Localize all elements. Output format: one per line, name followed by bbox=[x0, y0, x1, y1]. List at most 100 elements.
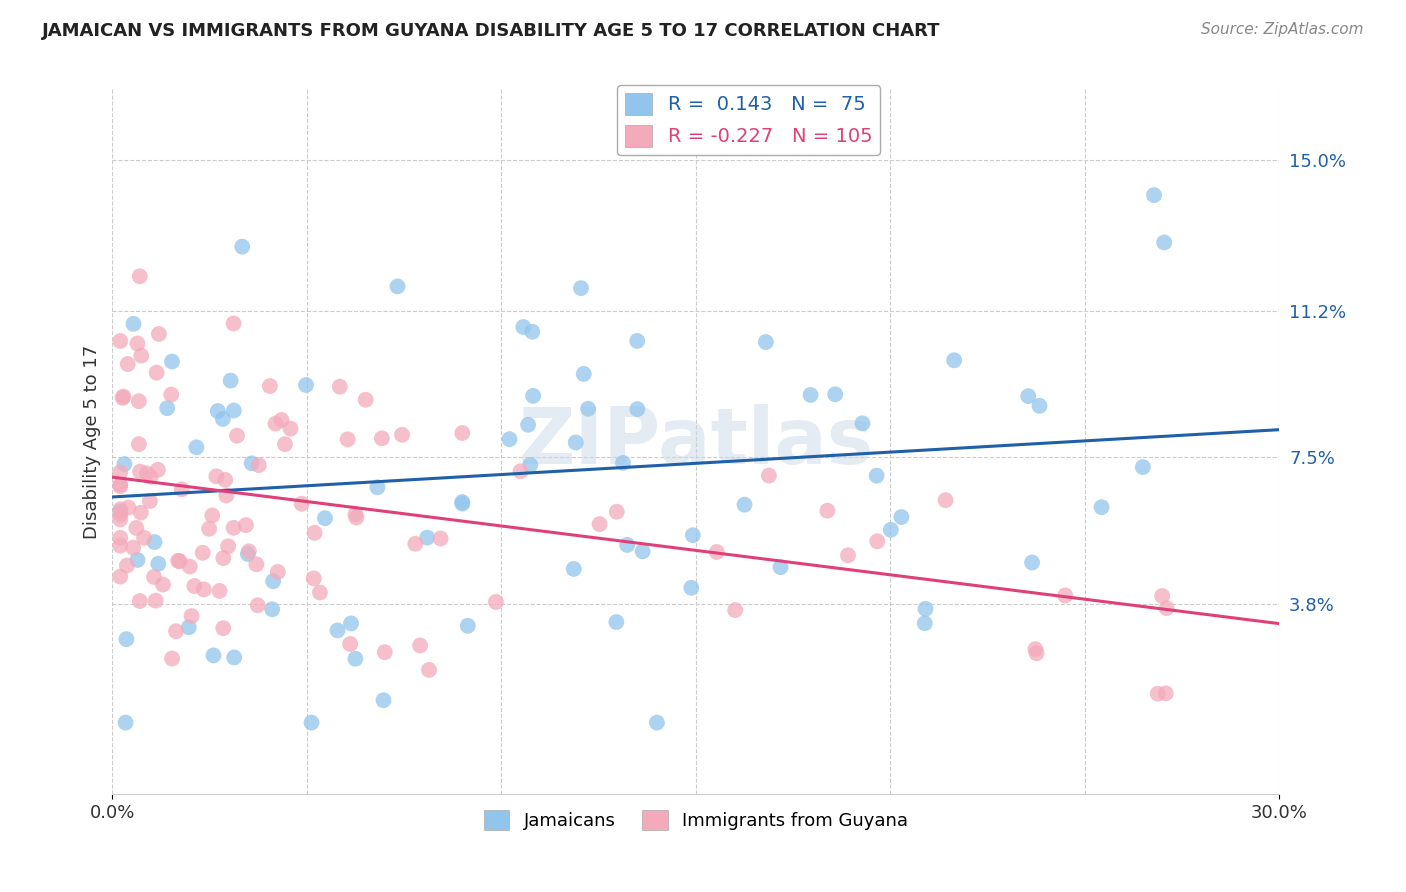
Point bbox=[519, 458, 541, 472]
Point bbox=[111, 391, 134, 405]
Point bbox=[217, 539, 239, 553]
Point bbox=[890, 510, 912, 524]
Point bbox=[626, 334, 648, 348]
Point bbox=[219, 374, 242, 388]
Point bbox=[758, 468, 780, 483]
Point bbox=[409, 639, 432, 653]
Point bbox=[202, 648, 225, 663]
Point bbox=[329, 380, 352, 394]
Point bbox=[645, 715, 668, 730]
Point bbox=[512, 320, 534, 334]
Point bbox=[387, 279, 409, 293]
Point bbox=[354, 392, 377, 407]
Point bbox=[302, 571, 325, 585]
Point bbox=[139, 494, 162, 508]
Point bbox=[755, 334, 778, 349]
Point bbox=[238, 544, 260, 558]
Point bbox=[404, 537, 426, 551]
Point bbox=[799, 388, 821, 402]
Point bbox=[112, 457, 135, 471]
Point bbox=[616, 538, 638, 552]
Point bbox=[267, 565, 290, 579]
Point bbox=[114, 715, 136, 730]
Point bbox=[186, 440, 208, 454]
Point bbox=[344, 652, 367, 666]
Point bbox=[212, 621, 235, 635]
Point bbox=[1154, 686, 1177, 700]
Text: ZIPatlas: ZIPatlas bbox=[519, 403, 873, 480]
Point bbox=[110, 512, 132, 526]
Point bbox=[222, 317, 245, 331]
Point bbox=[824, 387, 846, 401]
Point bbox=[344, 507, 367, 521]
Point bbox=[274, 437, 297, 451]
Point bbox=[226, 428, 249, 442]
Point bbox=[129, 349, 152, 363]
Point bbox=[110, 508, 132, 522]
Point bbox=[198, 522, 221, 536]
Point bbox=[366, 480, 388, 494]
Point bbox=[517, 417, 540, 432]
Point bbox=[128, 394, 150, 409]
Point bbox=[706, 545, 728, 559]
Point bbox=[934, 493, 956, 508]
Point bbox=[110, 479, 132, 493]
Point bbox=[576, 401, 599, 416]
Point bbox=[170, 483, 193, 497]
Point bbox=[179, 559, 201, 574]
Point bbox=[1156, 601, 1178, 615]
Point bbox=[682, 528, 704, 542]
Point bbox=[865, 468, 887, 483]
Point bbox=[208, 583, 231, 598]
Point bbox=[1146, 687, 1168, 701]
Point bbox=[374, 645, 396, 659]
Point bbox=[139, 469, 162, 483]
Point bbox=[605, 615, 627, 629]
Point bbox=[146, 463, 169, 477]
Point bbox=[110, 504, 132, 518]
Point bbox=[880, 523, 903, 537]
Point bbox=[914, 602, 936, 616]
Point bbox=[205, 469, 228, 483]
Point bbox=[110, 502, 132, 516]
Point bbox=[128, 594, 150, 608]
Point bbox=[734, 498, 756, 512]
Point bbox=[1132, 460, 1154, 475]
Point bbox=[572, 367, 595, 381]
Point bbox=[110, 539, 132, 553]
Point bbox=[1028, 399, 1050, 413]
Point bbox=[416, 531, 439, 545]
Point bbox=[291, 497, 314, 511]
Point bbox=[148, 557, 170, 571]
Point bbox=[136, 467, 159, 481]
Point bbox=[231, 240, 253, 254]
Point bbox=[145, 366, 167, 380]
Point bbox=[236, 547, 259, 561]
Point bbox=[110, 569, 132, 583]
Point bbox=[569, 281, 592, 295]
Point bbox=[110, 531, 132, 545]
Point bbox=[212, 551, 235, 566]
Point bbox=[280, 422, 302, 436]
Point bbox=[160, 387, 183, 401]
Point bbox=[110, 465, 132, 479]
Point bbox=[125, 521, 148, 535]
Legend: Jamaicans, Immigrants from Guyana: Jamaicans, Immigrants from Guyana bbox=[477, 803, 915, 838]
Point bbox=[129, 465, 152, 479]
Point bbox=[498, 432, 520, 446]
Point bbox=[344, 510, 367, 524]
Point bbox=[224, 650, 246, 665]
Point bbox=[914, 616, 936, 631]
Point bbox=[1152, 589, 1174, 603]
Point bbox=[264, 417, 287, 431]
Point bbox=[115, 632, 138, 647]
Point bbox=[1143, 188, 1166, 202]
Point bbox=[451, 425, 474, 440]
Point bbox=[606, 505, 628, 519]
Point bbox=[117, 500, 139, 515]
Point bbox=[127, 336, 149, 351]
Point bbox=[145, 593, 167, 607]
Point bbox=[309, 585, 332, 599]
Point bbox=[304, 525, 326, 540]
Point bbox=[132, 531, 155, 545]
